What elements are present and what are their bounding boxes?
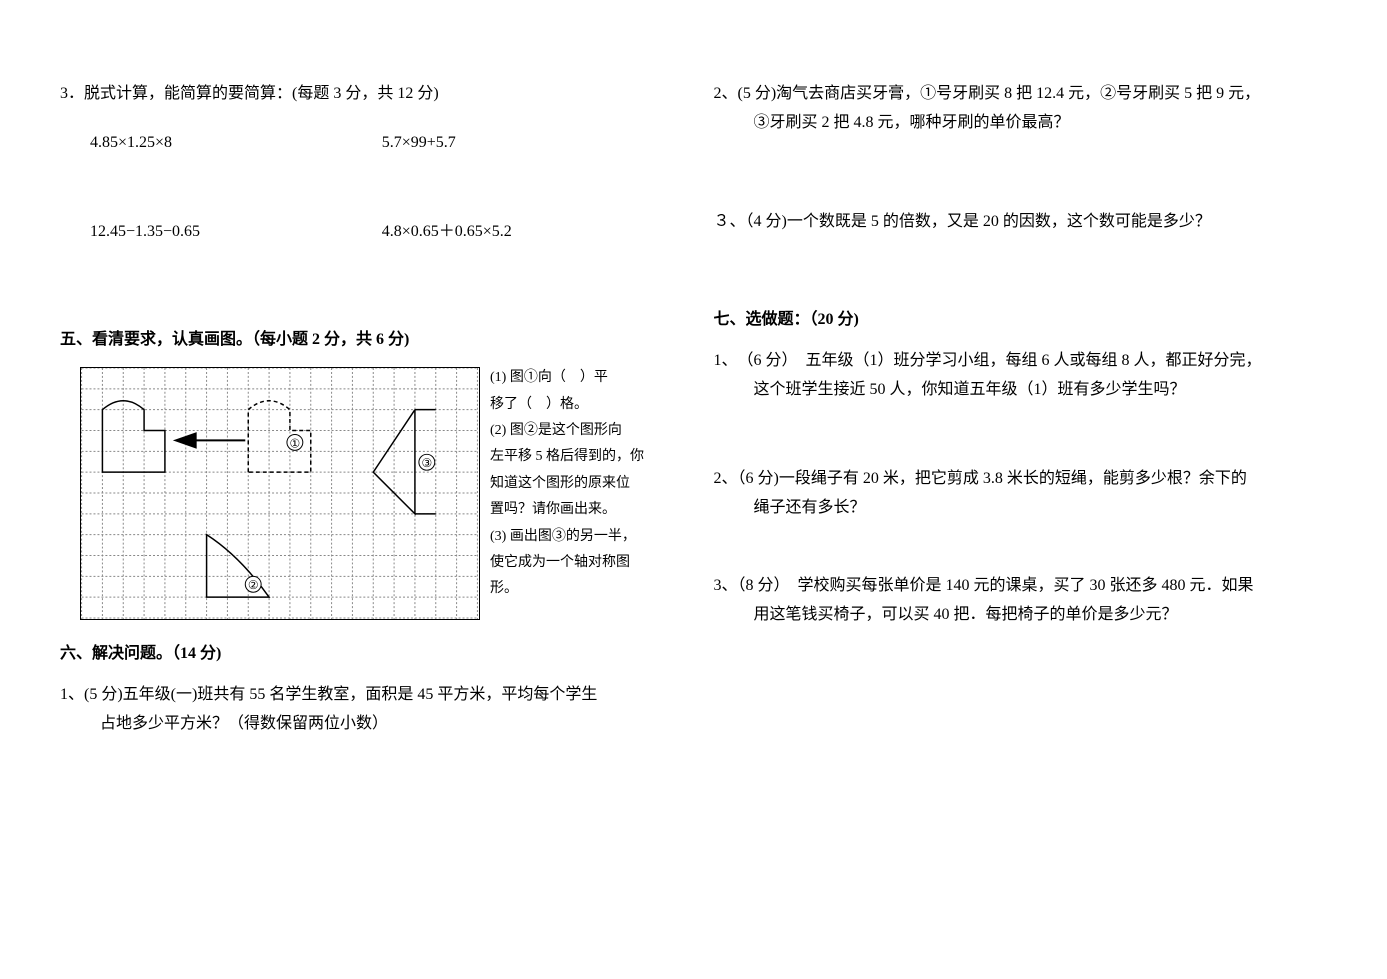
section6-title: 六、解决问题。（14 分) xyxy=(60,640,674,669)
problem-3-2b: 4.8×0.65＋0.65×5.2 xyxy=(382,218,674,247)
fig-label-5: 知道这个图形的原来位 xyxy=(490,473,644,495)
section7-title: 七、选做题：（20 分) xyxy=(714,306,1328,335)
fig-label-2: 移了（ ）格。 xyxy=(490,394,644,416)
right-q2-line1: 2、(5 分)淘气去商店买牙膏，①号牙刷买 8 把 12.4 元，②号牙刷买 5… xyxy=(714,80,1328,109)
section7-q2-line1: 2、（6 分)一段绳子有 20 米，把它剪成 3.8 米长的短绳，能剪多少根？余… xyxy=(714,465,1328,494)
section5-title: 五、看清要求，认真画图。（每小题 2 分，共 6 分) xyxy=(60,326,674,355)
svg-text:③: ③ xyxy=(421,456,432,470)
fig-label-3: (2) 图②是这个图形向 xyxy=(490,420,644,442)
grid-figure: ① ② ③ xyxy=(80,367,480,620)
section6-q1-line1: 1、(5 分)五年级(一)班共有 55 名学生教室，面积是 45 平方米，平均每… xyxy=(60,681,674,710)
fig-label-8: 使它成为一个轴对称图 xyxy=(490,552,644,574)
problem-3-2a: 12.45−1.35−0.65 xyxy=(90,218,382,247)
svg-text:②: ② xyxy=(248,578,259,592)
problem-3-1a: 4.85×1.25×8 xyxy=(90,129,382,158)
figure-labels: (1) 图①向（ ）平 移了（ ）格。 (2) 图②是这个图形向 左平移 5 格… xyxy=(480,367,644,620)
section3-row1: 4.85×1.25×8 5.7×99+5.7 xyxy=(60,129,674,158)
problem-3-1b: 5.7×99+5.7 xyxy=(382,129,674,158)
fig-label-7: (3) 画出图③的另一半， xyxy=(490,526,644,548)
fig-label-4: 左平移 5 格后得到的，你 xyxy=(490,446,644,468)
right-q2-line2: ③牙刷买 2 把 4.8 元，哪种牙刷的单价最高？ xyxy=(714,109,1328,138)
figure-container: ① ② ③ (1) 图①向（ ）平 移了（ ）格。 (2) 图②是这个图形向 xyxy=(60,367,674,620)
section7-q1-line1: 1、 （6 分） 五年级（1）班分学习小组，每组 6 人或每组 8 人，都正好分… xyxy=(714,347,1328,376)
section7-q2-line2: 绳子还有多长？ xyxy=(714,494,1328,523)
section3-title: 3．脱式计算，能简算的要简算：(每题 3 分，共 12 分) xyxy=(60,80,674,109)
fig-label-9: 形。 xyxy=(490,578,644,600)
section6-q1-line2: 占地多少平方米？（得数保留两位小数） xyxy=(60,710,674,739)
section7-q1-line2: 这个班学生接近 50 人，你知道五年级（1）班有多少学生吗？ xyxy=(714,376,1328,405)
fig-label-1: (1) 图①向（ ）平 xyxy=(490,367,644,389)
section7-q3-line2: 用这笔钱买椅子，可以买 40 把．每把椅子的单价是多少元？ xyxy=(714,601,1328,630)
section3-row2: 12.45−1.35−0.65 4.8×0.65＋0.65×5.2 xyxy=(60,218,674,247)
fig-label-6: 置吗？请你画出来。 xyxy=(490,499,644,521)
svg-text:①: ① xyxy=(290,437,301,451)
right-q3: ３、（4 分)一个数既是 5 的倍数，又是 20 的因数，这个数可能是多少？ xyxy=(714,208,1328,237)
section7-q3-line1: 3、（8 分） 学校购买每张单价是 140 元的课桌，买了 30 张还多 480… xyxy=(714,572,1328,601)
